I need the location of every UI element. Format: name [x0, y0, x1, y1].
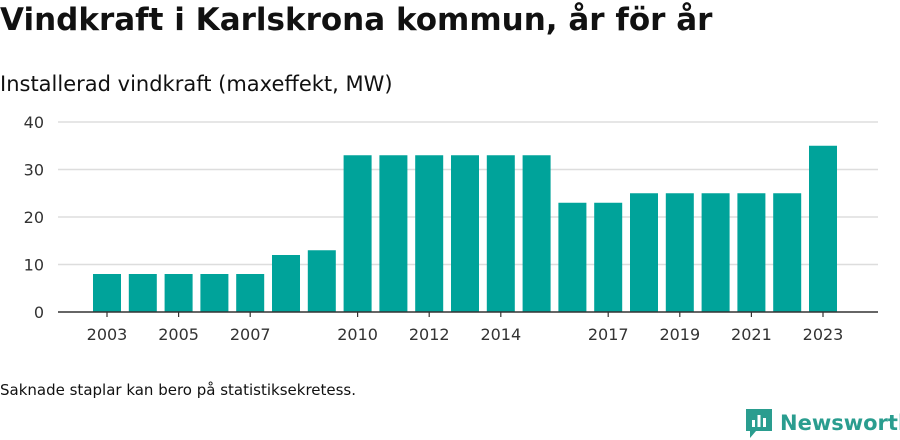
bar-2007 [236, 274, 265, 312]
bar-2004 [128, 274, 157, 312]
bar-2005 [164, 274, 193, 312]
x-tick-label: 2019 [659, 325, 700, 344]
bar-2022 [773, 193, 802, 312]
x-tick-label: 2017 [588, 325, 629, 344]
newsworthy-logo: Newsworthy [744, 406, 900, 440]
chart-title: Vindkraft i Karlskrona kommun, år för år [0, 2, 713, 38]
bar-2023 [809, 145, 837, 312]
footnote: Saknade staplar kan bero på statistiksek… [0, 381, 357, 399]
bar-2013 [451, 155, 479, 312]
x-tick-label: 2012 [409, 325, 450, 344]
x-tick-label: 2021 [731, 325, 772, 344]
axes [58, 311, 878, 317]
bar-2003 [93, 274, 121, 312]
bar-2015 [522, 155, 551, 312]
bar-2016 [558, 202, 587, 312]
y-tick-label: 20 [24, 208, 44, 227]
bar-2009 [307, 250, 336, 312]
y-tick-label: 10 [24, 256, 44, 275]
y-tick-label: 30 [24, 161, 44, 180]
bar-2021 [737, 193, 766, 312]
bar-2019 [665, 193, 694, 312]
x-tick-label: 2007 [230, 325, 271, 344]
bar-2010 [343, 155, 372, 312]
bar-2011 [379, 155, 408, 312]
x-tick-label: 2010 [337, 325, 378, 344]
x-tick-label: 2014 [480, 325, 521, 344]
x-tick-labels: 2003 2005 2007 2010 2012 2014 2017 2019 2021 2023 [87, 325, 844, 344]
y-tick-label: 40 [24, 113, 44, 132]
x-tick-label: 2003 [87, 325, 128, 344]
x-tick-label: 2005 [158, 325, 199, 344]
bar-2008 [272, 255, 300, 312]
bar-2020 [701, 193, 730, 312]
bars [93, 145, 837, 312]
bar-2014 [486, 155, 515, 312]
y-tick-labels: 0 10 20 30 40 [24, 113, 44, 322]
chart-subtitle: Installerad vindkraft (maxeffekt, MW) [0, 72, 393, 96]
bar-2012 [415, 155, 444, 312]
brand-name: Newsworthy [780, 411, 900, 435]
bar-2018 [630, 193, 658, 312]
newsworthy-logo-icon [746, 409, 772, 438]
bar-2017 [594, 202, 623, 312]
y-tick-label: 0 [34, 303, 44, 322]
x-tick-label: 2023 [803, 325, 844, 344]
bar-2006 [200, 274, 229, 312]
